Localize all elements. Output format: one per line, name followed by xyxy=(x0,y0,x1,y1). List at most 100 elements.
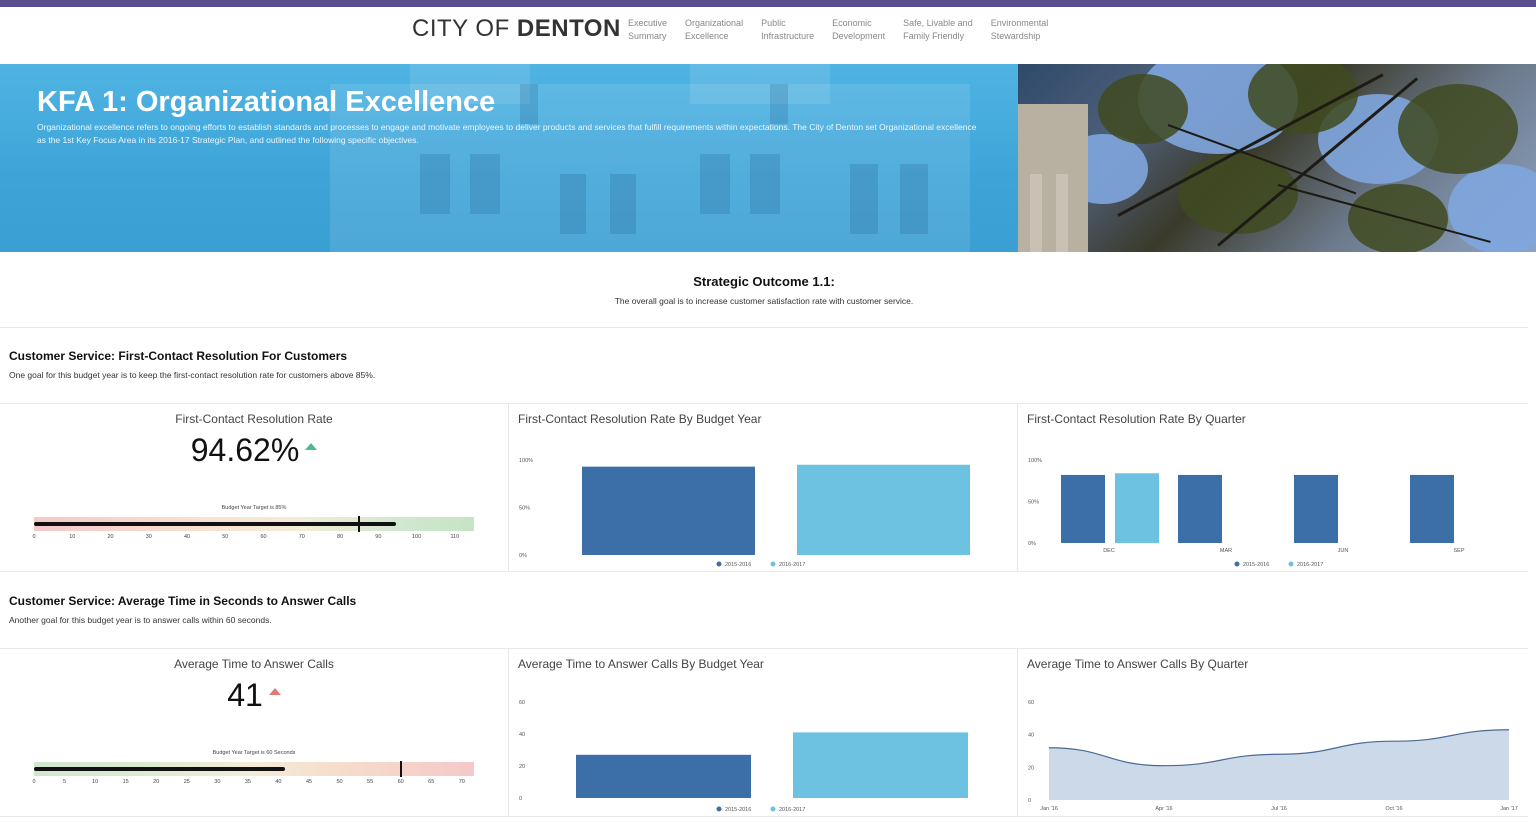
nav-public-infrastructure[interactable]: Public Infrastructure xyxy=(761,18,815,41)
x-tick-label: Jul '16 xyxy=(1271,806,1287,812)
city-logo[interactable]: CITY OF DENTON xyxy=(412,15,621,43)
y-tick-label: 50% xyxy=(1028,500,1039,506)
section-first-contact-panels: First-Contact Resolution Rate 94.62% Bud… xyxy=(0,404,1528,572)
logo-light-text: CITY OF xyxy=(412,15,517,42)
chart-first-contact-quarter-panel: First-Contact Resolution Rate By Quarter… xyxy=(1018,404,1528,572)
nav-executive-summary[interactable]: Executive Summary xyxy=(628,18,668,41)
bullet-tick-label: 15 xyxy=(122,779,129,785)
bullet-gauge xyxy=(34,516,474,532)
legend-dot-2016-2017 xyxy=(770,806,776,812)
legend-label-2015-2016: 2015-2016 xyxy=(725,807,751,813)
bullet-target-label: Budget Year Target is 85% xyxy=(221,505,287,511)
hero-banner: KFA 1: Organizational Excellence Organiz… xyxy=(0,64,1536,252)
section-answer-calls-header: Customer Service: Average Time in Second… xyxy=(0,573,1528,649)
bullet-tick-label: 50 xyxy=(336,779,343,785)
bullet-tick-label: 20 xyxy=(153,779,160,785)
section-title: Customer Service: Average Time in Second… xyxy=(9,594,357,608)
bullet-tick-label: 60 xyxy=(260,534,267,540)
bullet-tick-label: 0 xyxy=(32,779,36,785)
hero-trees-image xyxy=(1018,64,1536,252)
legend-label-2016-2017: 2016-2017 xyxy=(779,562,805,568)
nav-organizational-excellence[interactable]: Organizational Excellence xyxy=(685,18,744,41)
bullet-tick-label: 30 xyxy=(214,779,221,785)
hero-courthouse-image xyxy=(0,64,1018,252)
main-nav: Executive Summary Organizational Excelle… xyxy=(628,17,1048,42)
legend-label-2016-2017: 2016-2017 xyxy=(1297,562,1323,568)
bullet-tick-label: 0 xyxy=(32,534,36,540)
legend-label-2015-2016: 2015-2016 xyxy=(1243,562,1269,568)
bullet-tick-label: 100 xyxy=(412,534,422,540)
bullet-tick-label: 5 xyxy=(63,779,67,785)
hero-title: KFA 1: Organizational Excellence xyxy=(37,86,496,118)
y-tick-label: 20 xyxy=(1028,765,1034,771)
y-tick-label: 60 xyxy=(519,700,525,706)
area-fill xyxy=(1049,729,1509,800)
legend-dot-2016-2017 xyxy=(1288,561,1294,567)
trend-up-icon xyxy=(268,688,281,696)
bullet-tick-label: 80 xyxy=(337,534,344,540)
chart-first-contact-budget-panel: First-Contact Resolution Rate By Budget … xyxy=(509,404,1018,572)
y-tick-label: 100% xyxy=(1028,458,1042,464)
chart-title: Average Time to Answer Calls By Quarter xyxy=(1027,657,1249,671)
x-tick-label: Jan '17 xyxy=(1500,806,1518,812)
kpi-value: 41 xyxy=(0,677,508,714)
bar-quarter xyxy=(1410,474,1454,543)
bullet-tick-labels: 0 5 10 15 20 25 30 35 40 45 50 55 60 65 70 xyxy=(32,779,474,789)
x-tick-label: Oct '16 xyxy=(1385,806,1402,812)
section-answer-calls-panels: Average Time to Answer Calls 41 Budget Y… xyxy=(0,649,1528,817)
kpi-title: First-Contact Resolution Rate xyxy=(175,412,333,426)
bullet-tick-label: 65 xyxy=(428,779,435,785)
chart-title: First-Contact Resolution Rate By Budget … xyxy=(518,412,762,426)
bullet-target-label: Budget Year Target is 60 Seconds xyxy=(212,750,296,756)
strategic-outcome: Strategic Outcome 1.1: The overall goal … xyxy=(0,252,1528,328)
bar-2016-2017 xyxy=(793,732,968,798)
bar-2015-2016 xyxy=(576,754,751,798)
x-tick-label: Jan '16 xyxy=(1040,806,1058,812)
bullet-tick-label: 35 xyxy=(244,779,251,785)
chart-first-contact-budget: 100% 50% 0% 2015-2016 2016-2017 xyxy=(519,458,970,568)
trend-up-icon xyxy=(305,443,318,451)
legend-dot-2015-2016 xyxy=(716,561,722,567)
y-tick-label: 0% xyxy=(519,553,527,559)
bullet-tick-label: 70 xyxy=(298,534,305,540)
area-line xyxy=(1048,729,1510,767)
y-tick-label: 40 xyxy=(519,732,525,738)
bullet-target-marker xyxy=(399,761,402,777)
top-accent-bar xyxy=(0,0,1536,7)
nav-environmental-stewardship[interactable]: Environmental Stewardship xyxy=(990,18,1049,41)
y-tick-label: 50% xyxy=(519,506,530,512)
bullet-tick-label: 45 xyxy=(305,779,313,785)
section-description: One goal for this budget year is to keep… xyxy=(9,370,376,380)
y-tick-label: 40 xyxy=(1028,733,1034,739)
legend-dot-2015-2016 xyxy=(1234,561,1240,567)
bar-2015-2016 xyxy=(582,466,755,555)
bar-2016-2017 xyxy=(797,464,970,555)
nav-economic-development[interactable]: Economic Development xyxy=(832,18,886,41)
kpi-title: Average Time to Answer Calls xyxy=(174,657,334,671)
legend-dot-2016-2017 xyxy=(770,561,776,567)
x-tick-label: JUN xyxy=(1338,548,1349,554)
nav-safe-livable[interactable]: Safe, Livable and Family Friendly xyxy=(903,18,973,41)
site-header: CITY OF DENTON Executive Summary Organiz… xyxy=(0,7,1536,64)
y-tick-label: 0% xyxy=(1028,541,1036,547)
section-title: Customer Service: First-Contact Resoluti… xyxy=(9,349,348,363)
kpi-value-text: 41 xyxy=(227,677,263,713)
legend-label-2016-2017: 2016-2017 xyxy=(779,807,805,813)
bullet-tick-label: 50 xyxy=(222,534,229,540)
bullet-tick-label: 60 xyxy=(397,779,404,785)
bullet-tick-label: 40 xyxy=(275,779,282,785)
y-tick-label: 60 xyxy=(1028,700,1034,706)
bullet-tick-label: 20 xyxy=(107,534,114,540)
bullet-tick-label: 25 xyxy=(183,779,190,785)
chart-answer-calls-quarter-panel: Average Time to Answer Calls By Quarter … xyxy=(1018,649,1528,817)
bullet-tick-label: 30 xyxy=(145,534,152,540)
chart-title: Average Time to Answer Calls By Budget Y… xyxy=(518,657,764,671)
chart-answer-calls-quarter: 60 40 20 0 Jan '16 Apr '16 Jul '16 Oct '16 Jan '… xyxy=(1028,700,1518,812)
bullet-tick-label: 55 xyxy=(367,779,374,785)
bullet-target-marker xyxy=(358,516,361,532)
bullet-tick-label: 110 xyxy=(450,534,460,540)
chart-title: First-Contact Resolution Rate By Quarter xyxy=(1027,412,1246,426)
legend-dot-2015-2016 xyxy=(716,806,722,812)
bar-quarter xyxy=(1115,473,1159,543)
bullet-tick-label: 70 xyxy=(458,779,465,785)
